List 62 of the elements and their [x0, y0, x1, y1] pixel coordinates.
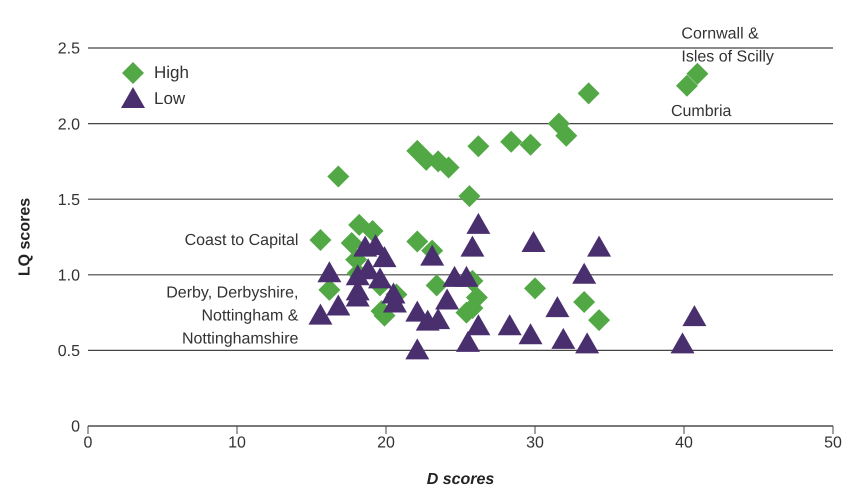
annotation: Coast to Capital [184, 232, 298, 250]
point [327, 166, 350, 188]
point [572, 262, 596, 284]
point [326, 294, 350, 316]
point [340, 232, 363, 254]
point [466, 314, 490, 336]
point [460, 236, 484, 257]
point [466, 212, 490, 234]
point [520, 134, 542, 156]
point [587, 236, 612, 257]
point [588, 309, 610, 332]
point [545, 296, 570, 318]
point [522, 231, 546, 252]
annotation: Cornwall & Isles of Scilly [681, 26, 774, 66]
point [548, 112, 570, 135]
point [348, 214, 370, 236]
x-tick-label: 0 [84, 434, 93, 452]
x-tick-label: 30 [526, 434, 544, 452]
point [309, 229, 332, 252]
legend-label: High [154, 62, 189, 84]
x-tick-label: 10 [228, 434, 246, 452]
x-axis-title: D scores [426, 471, 494, 488]
x-tick-label: 40 [675, 434, 693, 452]
y-tick-label: 2.5 [58, 40, 80, 58]
point [578, 82, 600, 104]
y-tick-label: 1.0 [58, 267, 80, 284]
point [406, 230, 428, 253]
point [426, 274, 448, 296]
point [405, 338, 430, 360]
point [676, 74, 698, 97]
point [308, 304, 332, 325]
point [317, 261, 342, 282]
point [518, 323, 543, 344]
point [467, 135, 490, 158]
y-tick-label: 0 [71, 418, 80, 436]
y-tick-label: 0.5 [58, 343, 80, 360]
point [368, 267, 392, 288]
point [362, 220, 384, 242]
point [555, 124, 578, 147]
annotation: Cumbria [670, 102, 732, 120]
y-tick-label: 2.0 [58, 116, 80, 134]
point [575, 332, 600, 354]
point [458, 185, 480, 208]
x-tick-label: 20 [377, 434, 395, 452]
y-axis-title: LQ scores [16, 198, 34, 276]
point [435, 288, 460, 310]
point [670, 332, 695, 354]
point [454, 266, 478, 287]
point [456, 330, 480, 352]
point [420, 244, 444, 266]
point [500, 130, 522, 153]
point [372, 246, 397, 268]
point [686, 62, 708, 85]
point [524, 277, 546, 300]
point [551, 328, 576, 349]
legend-label: Low [154, 88, 186, 110]
point [573, 291, 596, 314]
x-tick-label: 50 [824, 434, 842, 452]
y-tick-label: 1.5 [58, 192, 80, 209]
point [682, 305, 706, 326]
point [498, 314, 522, 336]
annotation: Derby, Derbyshire, Nottingham & Nottinghamshire [166, 284, 299, 348]
